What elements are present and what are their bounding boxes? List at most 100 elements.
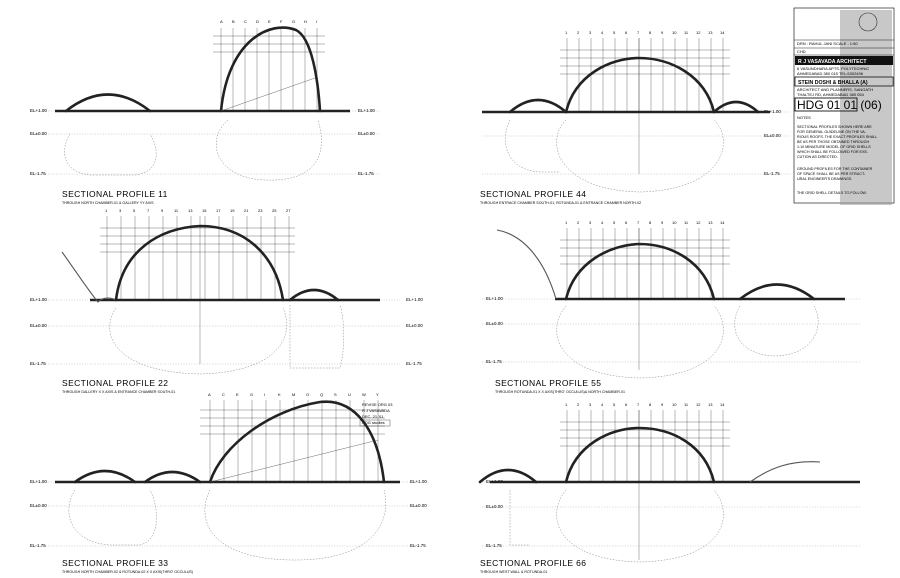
svg-text:3: 3 xyxy=(589,30,592,35)
tb-checked: CHD xyxy=(797,49,806,54)
level-label: EL-1.75 xyxy=(486,359,502,364)
svg-text:SECTIONAL PROFILES SHOWN HERE: SECTIONAL PROFILES SHOWN HERE ARE xyxy=(797,125,872,129)
level-label: EL±0.00 xyxy=(486,504,503,509)
svg-text:7: 7 xyxy=(637,220,640,225)
svg-text:7: 7 xyxy=(637,30,640,35)
svg-text:E: E xyxy=(268,19,271,24)
svg-text:5: 5 xyxy=(133,208,136,213)
level-label: EL±0.00 xyxy=(358,131,375,136)
svg-text:13: 13 xyxy=(708,30,713,35)
level-label: EL-1.75 xyxy=(764,171,780,176)
svg-text:F: F xyxy=(280,19,283,24)
svg-text:HDG studies: HDG studies xyxy=(362,420,385,425)
level-label: EL-1.75 xyxy=(30,361,46,366)
tb-consultant: STEIN DOSHI & BHALLA (A) xyxy=(798,80,868,86)
svg-text:6: 6 xyxy=(625,30,628,35)
tb-consultant-sub: ARCHITECT AND PLANNERS, SANGATH xyxy=(797,87,873,92)
grid-labels-11: A B C D E F G H I xyxy=(220,19,317,24)
svg-text:21: 21 xyxy=(244,208,249,213)
tb-address: 6 VASUNDHARA APTS. POLYTECHNIC xyxy=(797,66,869,71)
level-label: EL+1.00 xyxy=(358,108,375,113)
svg-text:M: M xyxy=(292,392,295,397)
svg-text:12: 12 xyxy=(696,402,701,407)
tb-address: AHMEDABAD 380 015 TEL:6302496 xyxy=(797,71,864,76)
svg-text:10: 10 xyxy=(672,30,677,35)
svg-text:6: 6 xyxy=(625,220,628,225)
stamp-circle-icon xyxy=(858,12,878,32)
svg-text:O: O xyxy=(306,392,309,397)
svg-text:14: 14 xyxy=(720,30,725,35)
svg-text:E: E xyxy=(236,392,239,397)
svg-text:5: 5 xyxy=(613,30,616,35)
drawing-number: HDG 01 01 (06) xyxy=(797,98,882,112)
grid-labels-33: A C E G I K M O Q S U W Y xyxy=(208,392,379,397)
level-label: EL+1.00 xyxy=(30,297,47,302)
svg-text:11: 11 xyxy=(684,220,689,225)
svg-text:9: 9 xyxy=(661,220,664,225)
svg-text:2: 2 xyxy=(577,220,580,225)
svg-text:2: 2 xyxy=(577,30,580,35)
svg-text:URAL ENGINEER'S DRAWINGS.: URAL ENGINEER'S DRAWINGS. xyxy=(797,177,852,181)
svg-text:9: 9 xyxy=(661,30,664,35)
grid-labels-44: 1 2 3 4 5 6 7 8 9 10 11 12 13 14 xyxy=(565,30,725,35)
svg-text:Q: Q xyxy=(320,392,323,397)
level-label: EL-1.75 xyxy=(358,171,374,176)
grid-labels-22: 1 3 5 7 9 11 13 15 17 19 21 23 25 27 xyxy=(105,208,291,213)
svg-text:4: 4 xyxy=(601,402,604,407)
level-label: EL-1.75 xyxy=(30,543,46,548)
svg-text:4: 4 xyxy=(601,30,604,35)
grid-33 xyxy=(200,400,385,482)
svg-text:11: 11 xyxy=(684,30,689,35)
level-label: EL±0.00 xyxy=(406,323,423,328)
svg-text:11: 11 xyxy=(684,402,689,407)
profile-title: SECTIONAL PROFILE 33 xyxy=(62,558,168,568)
svg-text:25: 25 xyxy=(272,208,277,213)
level-label: EL±0.00 xyxy=(410,503,427,508)
svg-text:THE GRID SHELL DETAILS TO FOLL: THE GRID SHELL DETAILS TO FOLLOW. xyxy=(797,191,867,195)
svg-text:C: C xyxy=(222,392,225,397)
level-label: EL+1.00 xyxy=(486,296,503,301)
profile-title: SECTIONAL PROFILE 66 xyxy=(480,558,586,568)
svg-text:CUTION AS DIRECTED.: CUTION AS DIRECTED. xyxy=(797,155,838,159)
svg-text:12: 12 xyxy=(696,30,701,35)
svg-text:WHICH SHALL BE FOLLOWED FOR EX: WHICH SHALL BE FOLLOWED FOR EXE- xyxy=(797,150,869,154)
profile-44: EL+1.00 EL±0.00 EL-1.75 1 2 3 4 5 6 7 8 … xyxy=(480,30,790,205)
svg-text:7: 7 xyxy=(147,208,150,213)
svg-text:1: 1 xyxy=(565,402,568,407)
svg-text:G: G xyxy=(250,392,253,397)
level-label: EL-1.75 xyxy=(30,171,46,176)
svg-text:1: 1 xyxy=(565,220,568,225)
svg-text:FOR GENERAL GUIDELINE ON THE V: FOR GENERAL GUIDELINE ON THE VA- xyxy=(797,130,867,134)
profile-subtitle: THROUGH NORTH CHAMBER-01 & GALLERY YY AX… xyxy=(62,201,154,205)
svg-text:3: 3 xyxy=(119,208,122,213)
level-label: EL+1.00 xyxy=(406,297,423,302)
profile-subtitle: THROUGH ROTUNDA-01 X X AXIS(THRO' OCCULU… xyxy=(495,390,625,394)
svg-text:4: 4 xyxy=(601,220,604,225)
profile-subtitle: THROUGH NORTH CHAMBER-02 & ROTUNDA-02 X … xyxy=(62,570,193,574)
profile-subtitle: THROUGH ENTRACE CHAMBER SOUTH-01, ROTUND… xyxy=(480,201,641,205)
level-label: EL±0.00 xyxy=(30,131,47,136)
svg-text:G: G xyxy=(292,19,295,24)
level-label: EL+1.00 xyxy=(30,108,47,113)
svg-text:Y: Y xyxy=(376,392,379,397)
level-label: EL+1.00 xyxy=(764,109,781,114)
svg-text:13: 13 xyxy=(708,220,713,225)
level-label: EL+1.00 xyxy=(410,479,427,484)
svg-text:DEC. 21 '01: DEC. 21 '01 xyxy=(362,414,384,419)
level-label: EL+1.00 xyxy=(30,479,47,484)
svg-text:GROUND PROFILES FOR THE CONTAI: GROUND PROFILES FOR THE CONTAINER xyxy=(797,167,873,171)
profile-66: EL+1.00 EL±0.00 EL-1.75 1 2 3 4 5 6 7 8 … xyxy=(478,402,860,574)
svg-text:S: S xyxy=(334,392,337,397)
stamp-overlay xyxy=(840,10,892,205)
svg-text:10: 10 xyxy=(672,402,677,407)
profile-22: EL+1.00 EL±0.00 EL-1.75 EL+1.00 EL±0.00 … xyxy=(30,208,423,394)
svg-text:REVISE ORG 03: REVISE ORG 03 xyxy=(362,402,393,407)
level-label: EL±0.00 xyxy=(30,323,47,328)
svg-text:9: 9 xyxy=(661,402,664,407)
svg-text:27: 27 xyxy=(286,208,291,213)
revision-annotation: REVISE ORG 03 R J VASAVADA DEC. 21 '01 H… xyxy=(359,402,393,427)
svg-text:19: 19 xyxy=(230,208,235,213)
profile-title: SECTIONAL PROFILE 22 xyxy=(62,378,168,388)
svg-text:17: 17 xyxy=(216,208,221,213)
